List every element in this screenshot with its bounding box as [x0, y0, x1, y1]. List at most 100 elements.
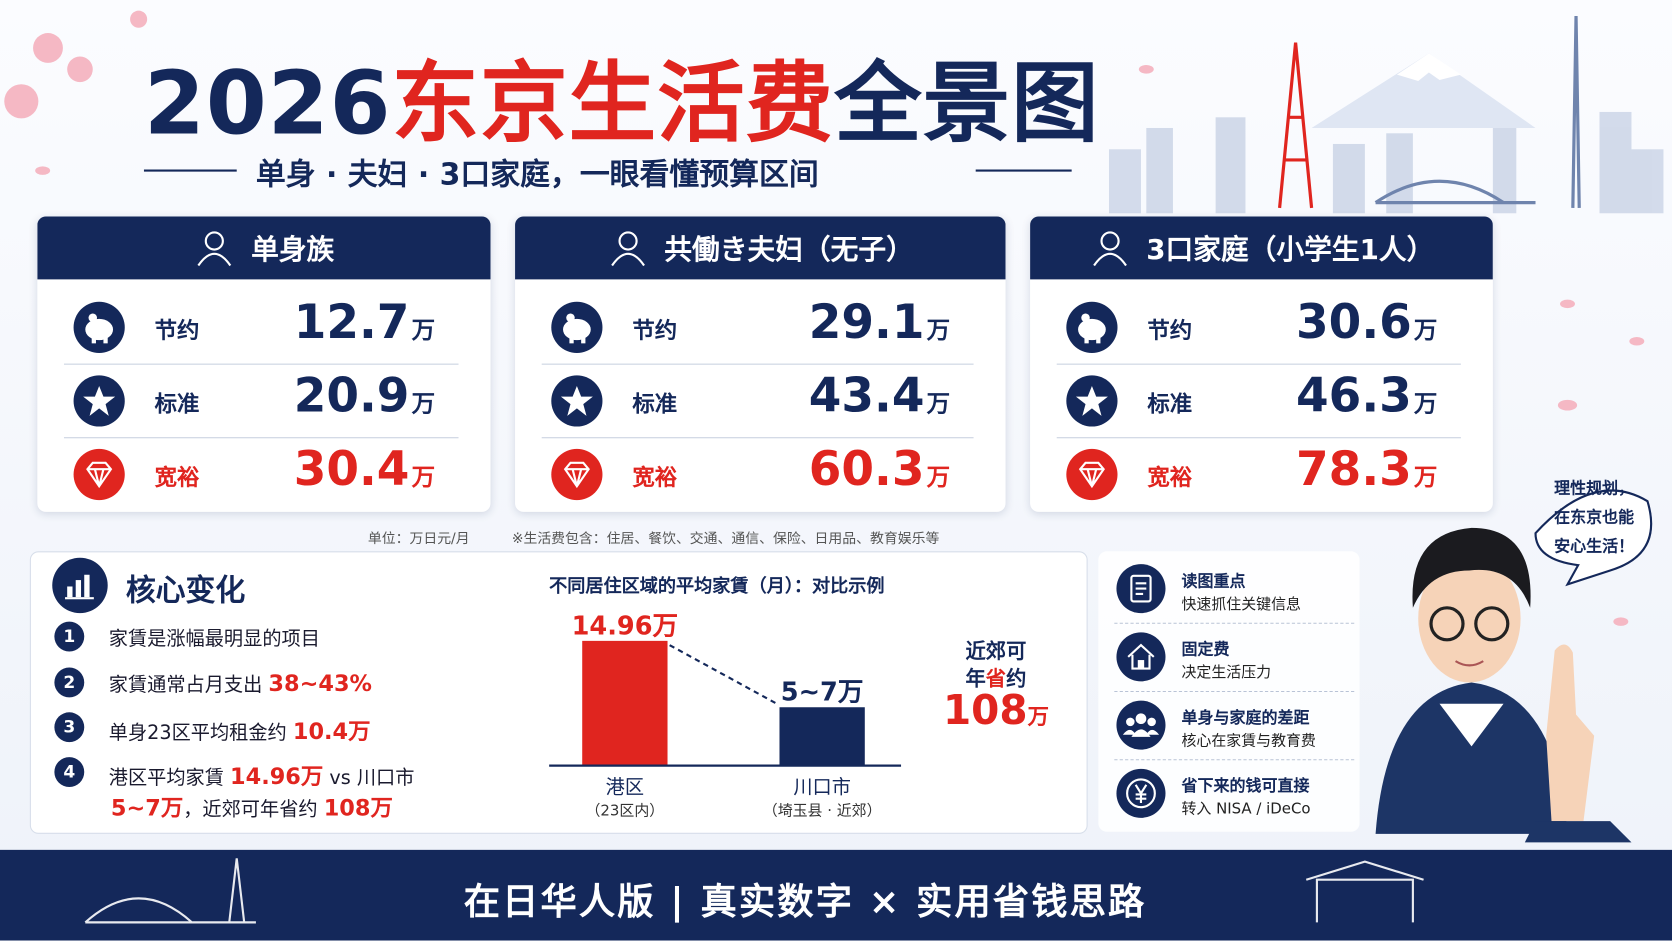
icon-part	[65, 597, 94, 600]
icon-part	[1429, 606, 1465, 642]
icon-part	[130, 10, 148, 28]
amount-unit: 万	[926, 317, 951, 345]
item-number: 2	[54, 667, 85, 698]
icon-part	[4, 84, 39, 119]
icon-part	[1116, 768, 1166, 818]
callout-highlight: 省	[985, 667, 1007, 691]
icon-part	[569, 336, 574, 344]
item-highlight: 14.96万	[230, 763, 324, 790]
item-part: 家賃是涨幅最明显的项目	[108, 628, 320, 651]
icon-part	[1557, 399, 1578, 411]
icon-part	[197, 252, 232, 266]
bar	[779, 707, 865, 766]
icon-part	[1375, 489, 1653, 843]
row-icon	[550, 301, 603, 359]
title-highlight: 东京生活费	[391, 53, 835, 155]
amount-number: 30.6	[1296, 295, 1412, 350]
icon-part	[1631, 149, 1664, 214]
amount-number: 29.1	[808, 295, 925, 350]
tip-icon	[1114, 698, 1167, 756]
icon-part	[1386, 133, 1413, 214]
icon-part	[1108, 111, 1664, 214]
callout-unit: 万	[1027, 703, 1049, 730]
amount-unit: 万	[411, 464, 436, 492]
item-number: 3	[54, 712, 85, 743]
tip-icon	[1114, 562, 1167, 620]
icon-part	[1418, 554, 1521, 683]
amount-number: 20.9	[293, 368, 410, 424]
bar-subcategory: （23区内）	[585, 802, 665, 821]
icon-part	[1116, 632, 1166, 682]
item-text: 单身23区平均租金约 10.4万	[109, 714, 371, 746]
icon-part	[73, 375, 125, 427]
row-icon	[1065, 301, 1118, 359]
icon-part	[67, 586, 73, 598]
amount-unit: 万	[1413, 391, 1438, 419]
bar-value-label: 14.96万	[571, 611, 679, 641]
row-label: 宽裕	[1147, 464, 1193, 491]
icon-part	[551, 375, 603, 427]
icon-part	[1560, 299, 1575, 309]
icon-part	[1100, 230, 1120, 251]
icon-part	[1492, 127, 1517, 214]
icon-part	[73, 301, 125, 353]
amount-number: 43.4	[808, 368, 925, 424]
icon-part	[560, 386, 593, 416]
icon-part	[1116, 632, 1166, 682]
amount-unit: 万	[926, 391, 951, 419]
amount-number: 46.3	[1296, 368, 1412, 424]
amount-unit: 万	[411, 391, 436, 419]
item-highlight: 5~7万	[110, 795, 184, 822]
card-title: 共働き夫妇（无子）	[664, 234, 914, 267]
icon-part	[1130, 574, 1152, 603]
icon-part	[1374, 179, 1536, 205]
icon-part	[551, 301, 603, 353]
unit-note: 单位：万日元/月	[367, 531, 470, 548]
row-label: 宽裕	[154, 464, 200, 491]
icon-part	[103, 336, 108, 344]
bar-category: 川口市	[793, 776, 851, 799]
row-label: 标准	[632, 391, 678, 417]
tip-desc: 核心在家賃与教育费	[1181, 732, 1316, 750]
icon-part	[1066, 301, 1118, 353]
budget-card: 共働き夫妇（无子） 节约 29.1万 标准 43.4万 宽裕 60.3万	[515, 216, 1006, 512]
callout-amount: 108万	[921, 687, 1070, 734]
title: 2026东京生活费全景图	[144, 32, 1100, 159]
icon-part	[1066, 375, 1118, 427]
icon-part	[1374, 15, 1581, 208]
icon-part	[1546, 644, 1595, 822]
icon-part	[1126, 717, 1135, 727]
icon-part	[1081, 313, 1090, 323]
item-highlight: 38~43%	[268, 670, 372, 697]
speech-line: 在东京也能	[1554, 507, 1635, 527]
icon-part	[581, 336, 586, 344]
bar	[582, 640, 668, 766]
row-label: 节约	[1147, 317, 1193, 344]
icon-part	[566, 313, 575, 323]
tip-icon	[1114, 630, 1167, 688]
speech-line: 安心生活！	[1554, 536, 1635, 556]
tip-desc: 决定生活压力	[1181, 664, 1272, 682]
tip-desc: 快速抓住关键信息	[1181, 596, 1301, 614]
callout-text: 年省约	[932, 663, 1060, 692]
footer: 在日华人版 | 真实数字 × 实用省钱思路	[463, 880, 1147, 924]
icon-part	[73, 448, 125, 501]
icon-part	[1571, 15, 1581, 208]
row-icon	[1065, 374, 1118, 432]
tip-divider	[1114, 759, 1355, 761]
amount-number: 12.7	[293, 295, 410, 350]
icon-part	[1116, 564, 1166, 614]
icon-part	[1084, 336, 1089, 344]
trend-line	[669, 644, 778, 705]
icon-part	[1075, 386, 1108, 416]
icon-part	[1454, 660, 1484, 667]
tip-title: 固定费	[1181, 639, 1230, 659]
icon-part	[1278, 42, 1314, 209]
icon-part	[1135, 713, 1147, 725]
icon-part	[35, 166, 51, 175]
tip-divider	[1114, 622, 1355, 624]
amount-unit: 万	[926, 464, 951, 492]
callout-text: 近郊可	[932, 636, 1060, 665]
